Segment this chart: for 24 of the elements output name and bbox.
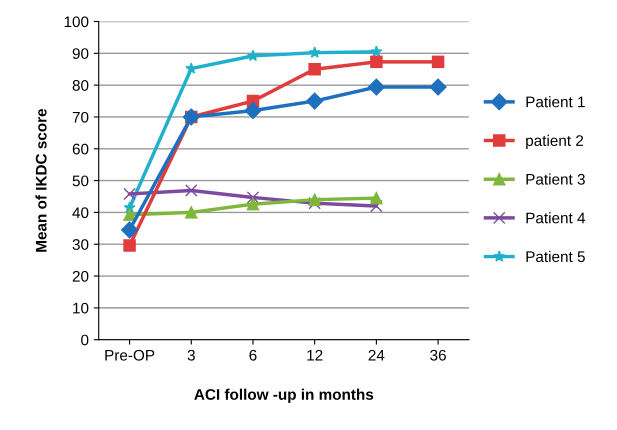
x-tick-label: 6: [250, 350, 257, 361]
x-tick-label: 3: [188, 350, 195, 361]
y-tick-label: 30: [72, 239, 88, 250]
x-tick-label: 24: [368, 350, 384, 360]
x-tick-label: Pre-OP: [105, 350, 154, 361]
y-axis-title: Mean of IKDC score: [35, 108, 47, 252]
y-tick-label: 80: [72, 80, 88, 91]
y-tick-label: 90: [72, 48, 88, 60]
legend-label: Patient 5: [526, 250, 585, 262]
y-tick-label: 0: [81, 334, 88, 346]
x-axis-title: ACI follow -up in months: [194, 388, 374, 403]
legend-label: Patient 3: [526, 173, 585, 185]
y-tick-label: 100: [64, 16, 88, 28]
y-tick-label: 20: [72, 270, 88, 282]
legend-label: patient 2: [526, 134, 584, 150]
legend-label: Patient 1: [526, 96, 585, 108]
x-tick-label: 12: [307, 350, 322, 360]
x-tick-label: 36: [430, 350, 446, 361]
y-tick-label: 40: [72, 207, 88, 218]
y-tick-label: 70: [72, 112, 88, 123]
y-tick-label: 10: [73, 302, 88, 314]
y-tick-label: 50: [72, 175, 88, 186]
legend-label: Patient 4: [526, 212, 586, 224]
y-tick-label: 60: [72, 144, 88, 154]
